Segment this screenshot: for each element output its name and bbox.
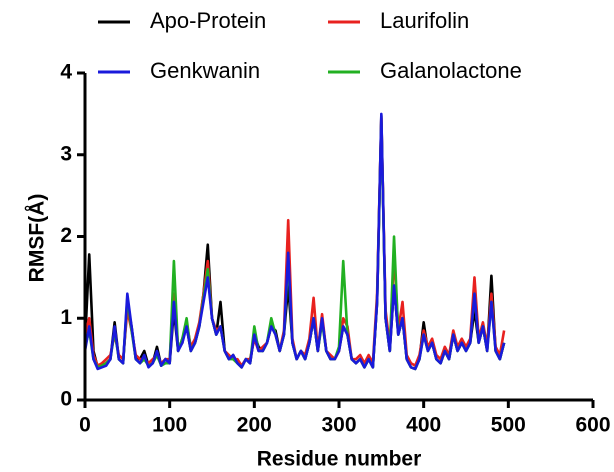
x-tick-label: 400 bbox=[406, 414, 441, 437]
y-axis-title: RMSF(Å) bbox=[25, 194, 49, 283]
x-tick-label: 600 bbox=[575, 414, 610, 437]
y-tick-label: 1 bbox=[60, 306, 72, 329]
series-line bbox=[83, 114, 506, 371]
x-tick-label: 200 bbox=[237, 414, 272, 437]
y-tick-label: 0 bbox=[60, 388, 72, 411]
x-tick-label: 500 bbox=[491, 414, 526, 437]
x-axis-title: Residue number bbox=[257, 448, 422, 471]
series-line bbox=[83, 120, 506, 371]
series-line bbox=[83, 112, 506, 371]
x-tick-label: 100 bbox=[152, 414, 187, 437]
y-tick-label: 2 bbox=[60, 224, 72, 247]
y-tick-label: 4 bbox=[60, 61, 72, 84]
legend-label: Galanolactone bbox=[380, 58, 522, 83]
legend-label: Genkwanin bbox=[150, 58, 260, 83]
x-tick-label: 0 bbox=[79, 414, 91, 437]
y-tick-label: 3 bbox=[60, 142, 72, 165]
x-tick-label: 300 bbox=[321, 414, 356, 437]
legend-label: Apo-Protein bbox=[150, 8, 266, 33]
series-line bbox=[83, 116, 506, 367]
legend-label: Laurifolin bbox=[380, 8, 469, 33]
